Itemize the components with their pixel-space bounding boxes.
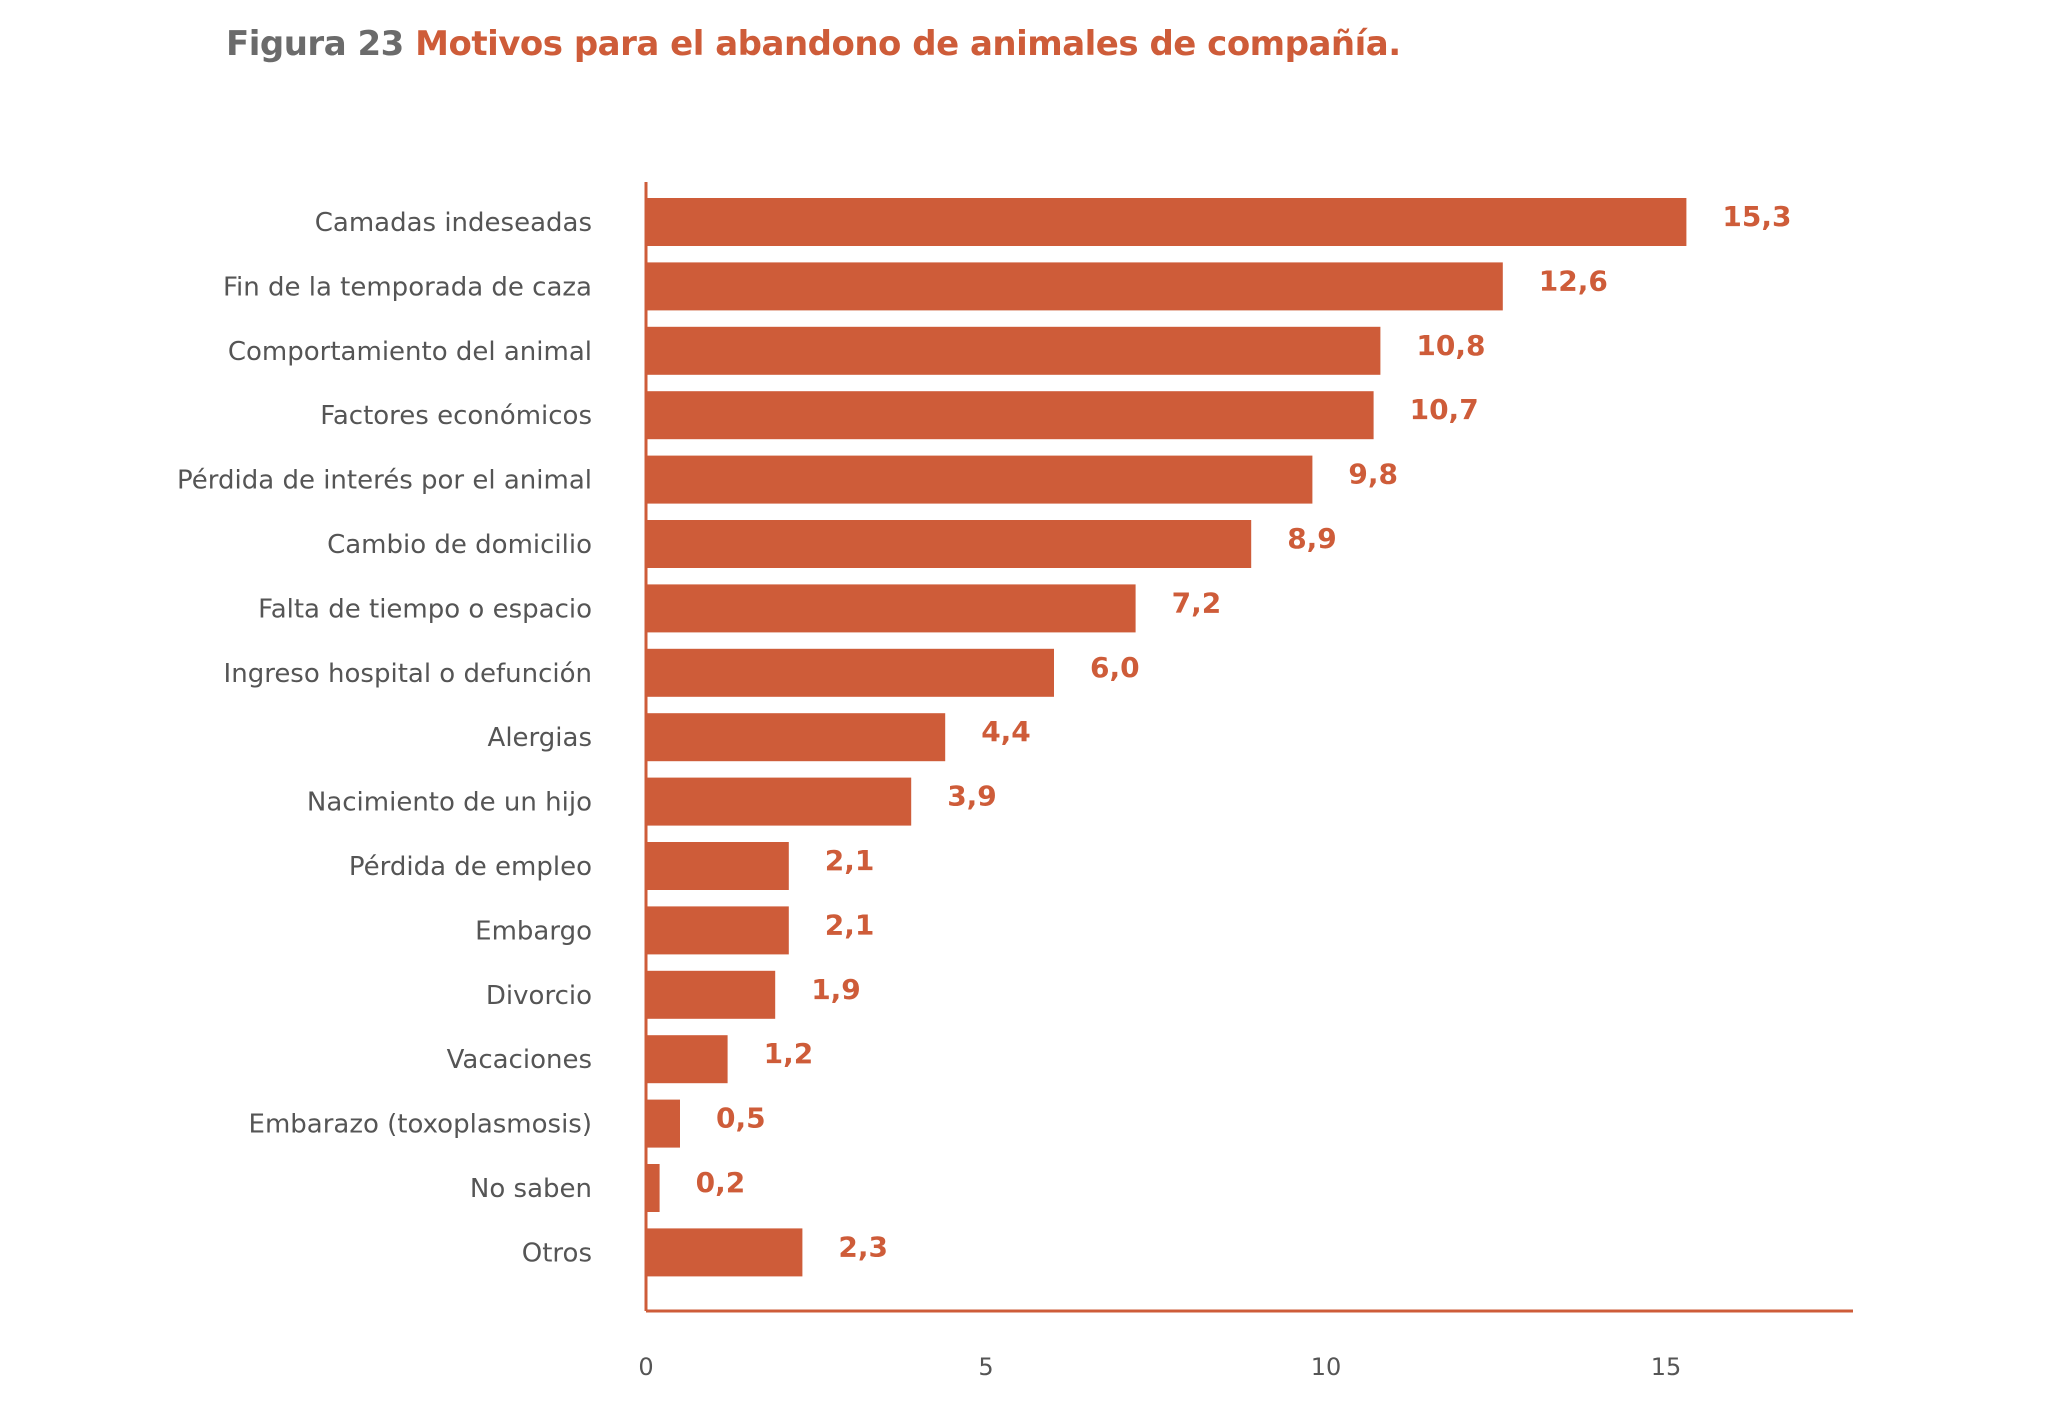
bar-ingreso-hospital-o-defuncion [646,648,1054,697]
bars-group [646,198,1687,1277]
bar-fin-de-la-temporada-de-caza [646,262,1503,311]
value-label: 0,2 [696,1166,746,1199]
value-labels-group: 15,3 12,6 10,8 10,7 9,8 8,9 7,2 6,0 4,4 3,9 2,1 2,1… [696,200,1792,1263]
value-label: 9,8 [1348,458,1398,491]
bar-alergias [646,713,946,762]
value-label: 15,3 [1722,200,1791,233]
category-label: Pérdida de interés por el animal [177,466,592,496]
bar-no-saben [646,1164,660,1212]
bar-perdida-de-empleo [646,842,789,890]
bar-embarazo-toxoplasmosis [646,1099,680,1148]
value-label: 1,2 [764,1037,814,1070]
category-label: Otros [522,1238,592,1268]
x-tick-label: 10 [1311,1353,1342,1381]
figure-title: Figura 23 Motivos para el abandono de an… [226,24,1401,64]
bar-vacaciones [646,1035,728,1084]
value-label: 10,8 [1416,329,1485,362]
x-tick-label: 0 [638,1353,653,1381]
category-label: Ingreso hospital o defunción [224,659,592,689]
category-label: No saben [470,1174,592,1204]
category-label: Fin de la temporada de caza [223,272,592,302]
value-label: 0,5 [716,1102,766,1135]
category-label: Factores económicos [320,401,592,431]
tick-labels-group: 0 5 10 15 [638,1353,1681,1381]
value-label: 2,1 [825,908,875,941]
bar-nacimiento-de-un-hijo [646,777,912,826]
category-label: Alergias [488,723,592,753]
value-label: 6,0 [1090,651,1140,684]
value-label: 2,1 [825,844,875,877]
x-tick-label: 5 [978,1353,993,1381]
bar-camadas-indeseadas [646,198,1687,246]
value-label: 1,9 [811,973,861,1006]
category-label: Pérdida de empleo [349,852,592,882]
category-label: Embargo [475,916,592,946]
value-label: 3,9 [947,780,997,813]
value-label: 4,4 [981,715,1031,748]
category-labels-group: Camadas indeseadas Fin de la temporada de… [177,208,592,1268]
value-label: 7,2 [1172,586,1222,619]
bar-perdida-de-interes-por-el-animal [646,455,1313,504]
category-label: Falta de tiempo o espacio [258,594,592,624]
bar-embargo [646,906,789,955]
axes-group [644,182,1853,1313]
figure-caption: Motivos para el abandono de animales de … [415,24,1401,64]
value-label: 8,9 [1287,522,1337,555]
category-label: Embarazo (toxoplasmosis) [249,1110,592,1140]
bar-comportamiento-del-animal [646,326,1381,375]
figure-number: Figura 23 [226,24,404,64]
bar-divorcio [646,970,776,1019]
category-label: Camadas indeseadas [315,208,592,238]
value-label: 2,3 [838,1230,888,1263]
category-label: Comportamiento del animal [228,337,592,367]
bar-cambio-de-domicilio [646,520,1252,568]
category-label: Vacaciones [447,1045,592,1075]
category-label: Nacimiento de un hijo [307,788,592,818]
bar-falta-de-tiempo-o-espacio [646,584,1136,633]
category-label: Cambio de domicilio [327,530,592,560]
bar-factores-economicos [646,391,1374,440]
value-label: 10,7 [1410,393,1479,426]
value-label: 12,6 [1539,264,1608,297]
x-tick-label: 15 [1651,1353,1682,1381]
bar-otros [646,1228,803,1277]
category-label: Divorcio [486,981,592,1011]
